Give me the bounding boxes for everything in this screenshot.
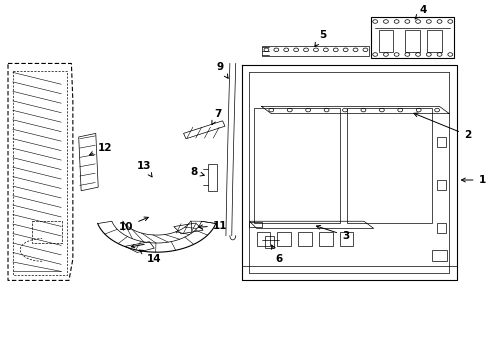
- Bar: [256, 232, 270, 246]
- Bar: [431, 250, 446, 261]
- Bar: [339, 232, 352, 246]
- Bar: [265, 235, 274, 248]
- Text: 2: 2: [413, 113, 470, 140]
- Text: 4: 4: [414, 5, 426, 19]
- Bar: [298, 232, 311, 246]
- Bar: [405, 30, 419, 51]
- Bar: [378, 30, 392, 51]
- Bar: [254, 108, 339, 223]
- Text: 6: 6: [271, 245, 282, 264]
- Text: 7: 7: [211, 109, 221, 125]
- Text: 11: 11: [198, 221, 227, 231]
- Text: 14: 14: [139, 250, 161, 264]
- Text: 3: 3: [316, 225, 348, 240]
- Bar: [436, 180, 445, 190]
- Bar: [370, 17, 453, 58]
- Bar: [318, 232, 332, 246]
- Text: 1: 1: [461, 175, 485, 185]
- Bar: [277, 232, 290, 246]
- Text: 13: 13: [137, 161, 152, 177]
- Text: 5: 5: [314, 30, 325, 46]
- Bar: [436, 137, 445, 147]
- Text: 12: 12: [89, 143, 113, 155]
- Bar: [207, 164, 216, 191]
- Text: 9: 9: [216, 62, 227, 78]
- Bar: [436, 223, 445, 233]
- Text: 10: 10: [119, 217, 148, 231]
- Bar: [427, 30, 441, 51]
- Bar: [346, 108, 431, 223]
- Bar: [249, 222, 261, 227]
- Text: 8: 8: [190, 167, 204, 177]
- Bar: [32, 221, 61, 243]
